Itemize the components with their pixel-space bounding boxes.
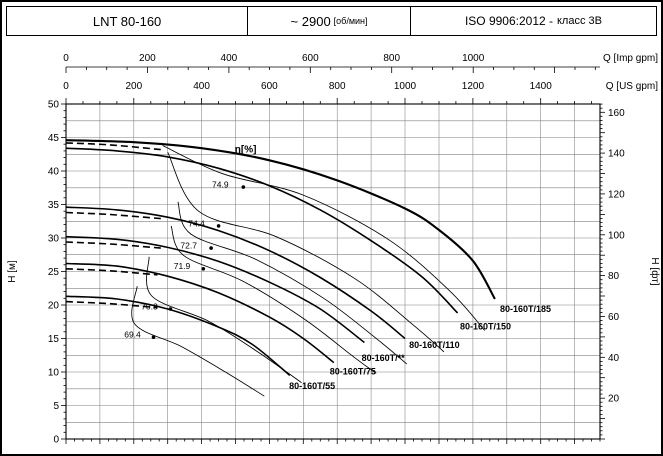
svg-text:1200: 1200: [462, 81, 485, 92]
iso-standard-label: ISO 9906:2012 -: [464, 14, 553, 28]
dashed-trim-curve: [65, 300, 158, 309]
svg-text:120: 120: [608, 189, 625, 200]
svg-text:40: 40: [608, 353, 620, 364]
efficiency-curve: [170, 225, 377, 374]
svg-text:1000: 1000: [394, 81, 417, 92]
bep-dot: [216, 224, 221, 228]
dashed-trim-curve: [65, 268, 158, 276]
bep-dot: [241, 185, 246, 189]
svg-text:800: 800: [329, 81, 346, 92]
svg-text:Q [US gpm]: Q [US gpm]: [606, 81, 658, 92]
svg-text:20: 20: [48, 301, 60, 312]
svg-text:0: 0: [53, 435, 59, 446]
eta-value: 71.9: [174, 261, 191, 271]
svg-text:5: 5: [53, 401, 59, 412]
bep-dot: [201, 267, 206, 271]
svg-text:Q [Imp gpm]: Q [Imp gpm]: [603, 53, 658, 64]
svg-text:1000: 1000: [462, 53, 485, 64]
svg-text:200: 200: [139, 53, 156, 64]
svg-text:20: 20: [608, 394, 620, 405]
pump-speed-value: ~ 2900: [290, 13, 331, 29]
efficiency-curves: [131, 145, 486, 397]
eta-value: 74.9: [212, 179, 229, 189]
pump-curve-80-160T/110: [65, 206, 406, 340]
svg-text:15: 15: [48, 334, 60, 345]
svg-text:10: 10: [48, 368, 60, 379]
pump-curves: [65, 139, 496, 377]
eta-value: 72.7: [180, 240, 197, 250]
svg-text:80: 80: [608, 271, 620, 282]
pump-curve-80-160T/55: [65, 295, 291, 377]
dashed-trim-curve: [65, 142, 161, 151]
pump-curve-80-160T/185: [65, 139, 496, 300]
svg-text:140: 140: [608, 149, 625, 160]
pump-performance-chart: 0 200 400 600 800 1000 Q [Imp gpm]0 200 400 600 80…: [7, 53, 661, 446]
svg-text:600: 600: [302, 53, 319, 64]
curve-label: 80-160T/150: [460, 321, 511, 331]
efficiency-curve: [146, 256, 302, 384]
svg-text:40: 40: [48, 167, 60, 178]
curve-labels: 80-160T/18580-160T/15080-160T/11080-160T…: [124, 145, 551, 392]
bep-dot: [168, 307, 173, 311]
axes: [61, 66, 605, 444]
svg-text:160: 160: [608, 108, 625, 119]
efficiency-curve: [131, 286, 265, 397]
eta-value: 74.4: [188, 218, 205, 228]
model-cell: LNT 80-160: [6, 6, 249, 36]
dashed-trim-curve: [65, 241, 161, 249]
standard-cell: ISO 9906:2012 - класс 3В: [410, 6, 657, 36]
dashed-trim-curve: [65, 211, 161, 220]
curve-label: 80-160T/55: [289, 381, 335, 391]
pump-curve-80-160T/**: [65, 235, 365, 344]
curve-label: 80-160T/**: [362, 353, 406, 363]
svg-text:45: 45: [48, 133, 60, 144]
trimmed-impeller-curves: [65, 142, 161, 309]
eta-value: 70.8: [141, 301, 158, 311]
svg-text:600: 600: [261, 81, 278, 92]
svg-text:200: 200: [125, 81, 142, 92]
iso-class-label: класс 3В: [557, 15, 602, 27]
efficiency-curve: [167, 152, 445, 353]
svg-text:50: 50: [48, 100, 60, 111]
speed-cell: ~ 2900 [об/мин]: [248, 6, 411, 36]
bep-dot: [209, 246, 213, 250]
svg-text:400: 400: [193, 81, 210, 92]
pump-curve-80-160T/150: [65, 147, 459, 314]
curve-label: 80-160T/110: [409, 340, 460, 350]
svg-text:35: 35: [48, 200, 60, 211]
axis-labels: 0 200 400 600 800 1000 Q [Imp gpm]0 200 400 600 80…: [7, 53, 661, 446]
svg-text:H [м]: H [м]: [7, 260, 18, 283]
bep-dot: [151, 335, 156, 340]
efficiency-curve: [162, 145, 486, 331]
curve-label: 80-160T/75: [330, 366, 376, 376]
svg-text:25: 25: [48, 267, 60, 278]
pump-curve-80-160T/75: [65, 262, 335, 364]
svg-text:H [фт]: H [фт]: [649, 257, 661, 285]
svg-text:0: 0: [63, 53, 69, 64]
curve-label: 80-160T/185: [500, 304, 551, 314]
svg-text:30: 30: [48, 234, 60, 245]
eta-title: η[%]: [235, 145, 257, 156]
pump-speed-unit: [об/мин]: [333, 16, 368, 26]
pump-model-label: LNT 80-160: [92, 13, 162, 29]
svg-text:100: 100: [608, 230, 625, 241]
svg-text:400: 400: [221, 53, 238, 64]
svg-text:0: 0: [63, 81, 69, 92]
efficiency-curve: [177, 201, 407, 365]
svg-text:800: 800: [383, 53, 400, 64]
svg-text:1400: 1400: [530, 81, 553, 92]
eta-value: 69.4: [124, 330, 141, 340]
header-bar: LNT 80-160 ~ 2900 [об/мин] ISO 9906:2012…: [6, 6, 657, 36]
svg-text:60: 60: [608, 312, 620, 323]
